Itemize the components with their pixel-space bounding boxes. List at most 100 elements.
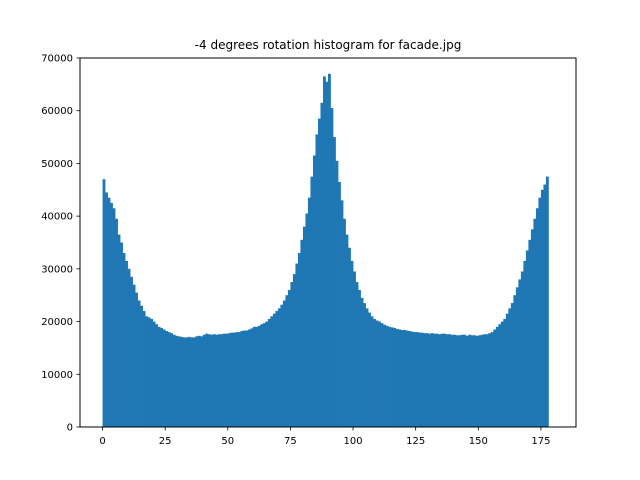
x-tick-label: 175 [531, 436, 550, 447]
histogram-bar [285, 295, 289, 427]
histogram-bar [237, 332, 241, 427]
histogram-bar [265, 321, 269, 427]
histogram-bar [250, 328, 254, 427]
histogram-bar [157, 326, 161, 427]
histogram-bar [408, 331, 412, 427]
histogram-bar [155, 324, 159, 427]
histogram-bar [267, 318, 271, 427]
histogram-bar [368, 312, 371, 427]
histogram-bar [212, 334, 216, 427]
histogram-bar [448, 334, 452, 427]
histogram-bar [338, 181, 341, 427]
histogram-bar [518, 279, 522, 427]
histogram-bar [500, 321, 504, 427]
histogram-bar [122, 253, 126, 427]
histogram-bar [222, 333, 226, 427]
histogram-bar [197, 335, 201, 427]
histogram-bar [320, 102, 324, 427]
histogram-bar [252, 326, 256, 427]
x-axis-ticks: 0 25 50 75 100 125 150 175 [99, 427, 550, 447]
histogram-bar [270, 316, 274, 427]
histogram-bar [488, 333, 492, 427]
histogram-bar [358, 289, 361, 427]
histogram-bar [385, 325, 389, 427]
histogram-bar [112, 208, 116, 427]
histogram-bar [400, 330, 404, 427]
y-tick-label: 70000 [41, 54, 73, 65]
histogram-bar [335, 160, 339, 428]
histogram-bar [343, 218, 346, 427]
x-tick-label: 125 [406, 436, 425, 447]
histogram-bar [190, 337, 194, 427]
histogram-bar [275, 311, 279, 427]
histogram-bar [533, 218, 537, 427]
y-tick-label: 10000 [41, 370, 73, 381]
histogram-bar [455, 335, 459, 427]
histogram-bar [520, 271, 524, 427]
histogram-bar [290, 282, 294, 427]
histogram-bar [210, 334, 214, 427]
histogram-bar [172, 334, 176, 427]
histogram-bar [468, 334, 472, 427]
x-tick-label: 75 [284, 436, 297, 447]
histogram-bar [147, 317, 151, 427]
histogram-bar [528, 239, 532, 427]
histogram-bar [433, 333, 437, 427]
histogram-bar [423, 333, 427, 427]
histogram-bar [242, 330, 246, 427]
histogram-bar [430, 333, 434, 427]
histogram-bar [523, 260, 527, 427]
histogram-bar [540, 189, 544, 427]
histogram-bar [418, 332, 422, 427]
histogram-bar [232, 332, 236, 427]
histogram-bar [227, 333, 231, 427]
histogram-bar [375, 320, 379, 427]
histogram-bar [300, 239, 304, 427]
chart-title: -4 degrees rotation histogram for facade… [195, 38, 462, 52]
histogram-bar [453, 334, 457, 427]
y-tick-label: 0 [67, 423, 73, 434]
histogram-bar [260, 324, 264, 427]
plot-frame [79, 57, 577, 428]
histogram-bar [135, 292, 138, 427]
histogram-bar [353, 271, 356, 427]
histogram-bar [403, 330, 407, 427]
histogram-bar [498, 324, 502, 427]
histogram-bar [145, 316, 148, 427]
histogram-bar [315, 134, 319, 427]
histogram-bar [115, 218, 118, 427]
histogram-bar [383, 324, 386, 427]
histogram-bar [217, 334, 221, 427]
histogram-bars [102, 73, 549, 428]
histogram-bar [140, 305, 143, 427]
histogram-bar [177, 336, 181, 427]
histogram-bar [388, 326, 391, 427]
histogram-bar [245, 330, 249, 427]
histogram-bar [475, 335, 479, 427]
histogram-bar [127, 268, 131, 427]
histogram-bar [378, 321, 381, 427]
histogram-bar [282, 300, 286, 427]
histogram-bar [428, 333, 432, 427]
histogram-bar [125, 260, 128, 427]
histogram-bar [120, 242, 123, 427]
histogram-bar [535, 208, 539, 427]
histogram-bar [370, 316, 374, 427]
histogram-bar [117, 234, 121, 427]
histogram-bar [317, 118, 321, 428]
histogram-bar [380, 323, 384, 427]
histogram-bar [175, 335, 179, 427]
histogram-bar [152, 321, 156, 427]
y-axis-ticks: 0 10000 20000 30000 40000 50000 60000 70000 [41, 54, 80, 434]
histogram-bar [262, 323, 266, 427]
histogram-bar [207, 334, 211, 427]
histogram-bar [240, 331, 244, 427]
histogram-bar [182, 337, 186, 427]
histogram-bar [272, 313, 276, 427]
histogram-bar [297, 253, 301, 427]
histogram-bar [503, 318, 507, 427]
histogram-bar [340, 200, 344, 427]
histogram-bar [307, 197, 311, 427]
histogram-bar [355, 282, 359, 427]
